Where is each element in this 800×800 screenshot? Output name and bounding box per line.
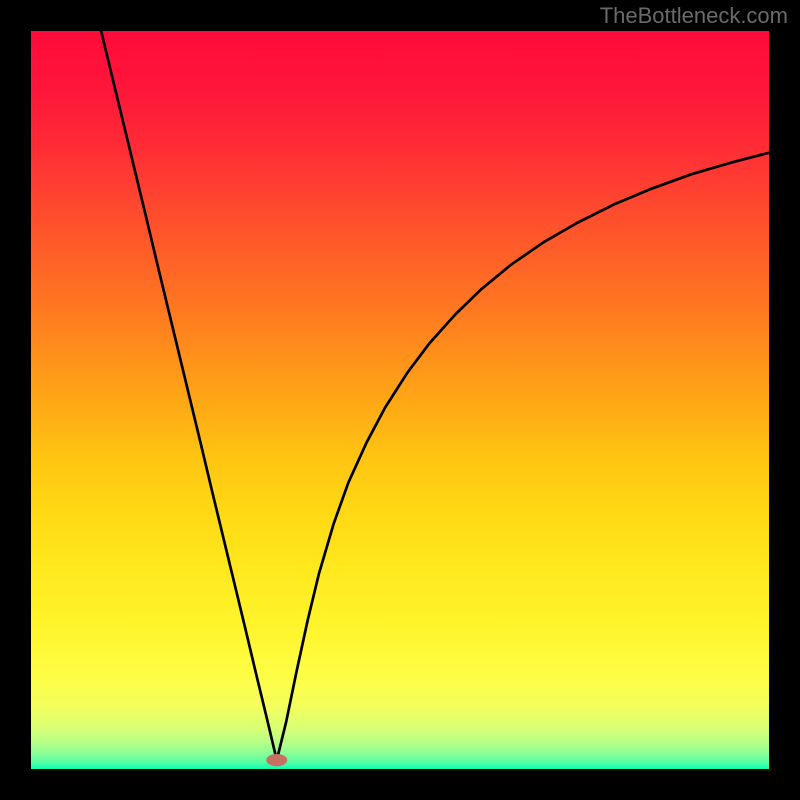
chart-plot-area: [31, 31, 769, 769]
watermark-text: TheBottleneck.com: [600, 3, 788, 29]
chart-svg: [31, 31, 769, 769]
gradient-background: [31, 31, 769, 769]
trough-marker: [266, 754, 287, 766]
